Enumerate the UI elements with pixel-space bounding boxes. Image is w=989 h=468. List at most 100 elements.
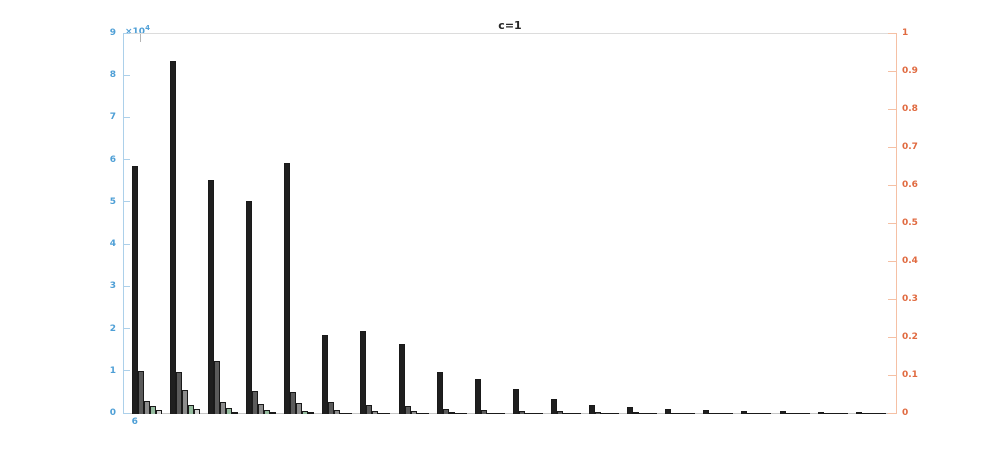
right-y-tick-label: 0.2 — [902, 332, 918, 342]
bar-series-5-light-gray-x18 — [613, 413, 619, 414]
left-y-tick-label: 5 — [109, 196, 116, 207]
bar-series-2-dark-gray-x13 — [404, 406, 411, 414]
bar-series-5-light-gray-x24 — [841, 413, 848, 414]
bar-series-2-dark-gray-x7 — [175, 371, 182, 414]
bar-series-1-black-x24 — [817, 411, 824, 414]
bar-series-3-gray-x12 — [372, 411, 379, 414]
bar-series-3-gray-x13 — [410, 411, 417, 414]
bar-series-2-dark-gray-x12 — [366, 404, 373, 414]
bar-series-4-green-x13 — [416, 413, 423, 414]
bar-series-4-green-x8 — [226, 407, 232, 414]
bar-series-4-green-x20 — [683, 413, 690, 414]
bar-series-5-light-gray-x17 — [574, 413, 581, 414]
bar-series-3-gray-x7 — [181, 389, 188, 414]
bar-series-2-dark-gray-x24 — [823, 413, 830, 414]
bar-series-1-black-x15 — [474, 379, 481, 414]
bar-series-2-dark-gray-x22 — [747, 412, 754, 414]
left-y-tick-label: 9 — [109, 28, 116, 39]
bar-series-1-black-x18 — [589, 404, 595, 414]
bar-series-4-green-x11 — [340, 412, 347, 414]
left-y-tick-mark — [124, 159, 130, 161]
bar-series-5-light-gray-x9 — [270, 412, 277, 414]
left-y-tick-mark — [124, 201, 130, 203]
left-y-tick-label: 8 — [109, 70, 116, 81]
right-y-tick-label: 0.9 — [902, 66, 918, 76]
left-y-tick-label: 4 — [109, 239, 116, 250]
bar-series-5-light-gray-x14 — [460, 413, 467, 414]
bar-series-2-dark-gray-x20 — [671, 412, 678, 414]
right-y-tick-mark — [888, 32, 896, 34]
bar-series-1-black-x7 — [169, 60, 176, 414]
bar-series-2-dark-gray-x10 — [290, 391, 297, 414]
bar-series-2-dark-gray-x6 — [137, 370, 144, 414]
bar-series-2-dark-gray-x16 — [518, 410, 525, 414]
right-y-tick-label: 0.3 — [902, 294, 918, 304]
bar-series-3-gray-x21 — [715, 413, 722, 414]
bar-series-2-dark-gray-x19 — [633, 412, 640, 414]
right-y-tick-mark — [888, 260, 896, 262]
left-y-tick-mark — [124, 412, 130, 414]
bar-series-2-dark-gray-x9 — [252, 390, 259, 414]
bar-series-5-light-gray-x22 — [765, 413, 772, 414]
right-y-tick-mark — [888, 146, 896, 148]
bar-series-5-light-gray-x8 — [232, 412, 238, 414]
bar-series-2-dark-gray-x25 — [861, 413, 868, 414]
bar-series-4-green-x22 — [759, 413, 766, 414]
right-y-tick-mark — [888, 336, 896, 338]
bar-series-4-green-x6 — [149, 406, 156, 414]
right-y-tick-label: 1 — [902, 28, 909, 38]
bar-series-1-black-x11 — [322, 334, 329, 414]
bar-series-3-gray-x15 — [486, 412, 493, 414]
bar-series-4-green-x14 — [454, 413, 461, 414]
left-y-tick-mark — [124, 370, 130, 372]
bar-series-5-light-gray-x21 — [727, 413, 734, 414]
bar-series-1-black-x21 — [703, 409, 710, 414]
left-y-tick-label: 1 — [109, 365, 116, 376]
bar-series-3-gray-x18 — [601, 413, 607, 414]
bar-series-3-gray-x22 — [753, 413, 760, 414]
right-y-axis-line — [896, 33, 897, 414]
right-y-tick-mark — [888, 184, 896, 186]
bar-series-1-black-x16 — [512, 389, 519, 414]
chart-title: c=1 — [498, 19, 522, 32]
right-y-tick-mark — [888, 222, 896, 224]
right-y-tick-label: 0 — [902, 408, 909, 418]
right-y-tick-label: 0.6 — [902, 180, 918, 190]
plot-top-border — [123, 33, 897, 34]
left-y-axis-line — [123, 33, 124, 414]
bar-series-3-gray-x6 — [143, 400, 150, 414]
right-y-tick-label: 0.5 — [902, 218, 918, 228]
bar-series-1-black-x8 — [208, 179, 214, 414]
bar-series-4-green-x7 — [187, 405, 194, 414]
bar-series-2-dark-gray-x14 — [442, 408, 449, 414]
bar-series-1-black-x19 — [627, 407, 634, 414]
left-y-tick-mark — [124, 243, 130, 245]
bar-series-4-green-x25 — [873, 413, 880, 414]
exponent-power: 4 — [145, 24, 150, 32]
bar-series-5-light-gray-x20 — [689, 413, 696, 414]
right-y-tick-label: 0.7 — [902, 142, 918, 152]
bar-series-3-gray-x25 — [867, 413, 874, 414]
bar-series-5-light-gray-x19 — [651, 413, 658, 414]
left-y-tick-mark — [124, 116, 130, 118]
right-y-tick-label: 0.4 — [902, 256, 918, 266]
bar-series-3-gray-x23 — [791, 413, 798, 414]
bar-series-5-light-gray-x12 — [384, 413, 391, 414]
right-y-tick-mark — [888, 374, 896, 376]
bar-series-5-light-gray-x13 — [422, 413, 429, 414]
left-y-tick-mark — [124, 285, 130, 287]
right-y-tick-label: 0.8 — [902, 104, 918, 114]
bar-series-5-light-gray-x7 — [193, 408, 200, 414]
bar-series-3-gray-x20 — [677, 413, 684, 414]
right-y-tick-mark — [888, 108, 896, 110]
bar-series-4-green-x19 — [645, 413, 652, 414]
bar-series-5-light-gray-x25 — [879, 413, 886, 414]
bar-series-4-green-x24 — [835, 413, 842, 414]
plot-area — [123, 32, 897, 414]
left-axis-exponent-label: ×104 — [125, 24, 150, 37]
left-y-tick-label: 7 — [109, 112, 116, 123]
bar-series-2-dark-gray-x8 — [214, 360, 220, 414]
left-y-tick-label: 2 — [109, 323, 116, 334]
x-axis-line — [123, 413, 897, 414]
